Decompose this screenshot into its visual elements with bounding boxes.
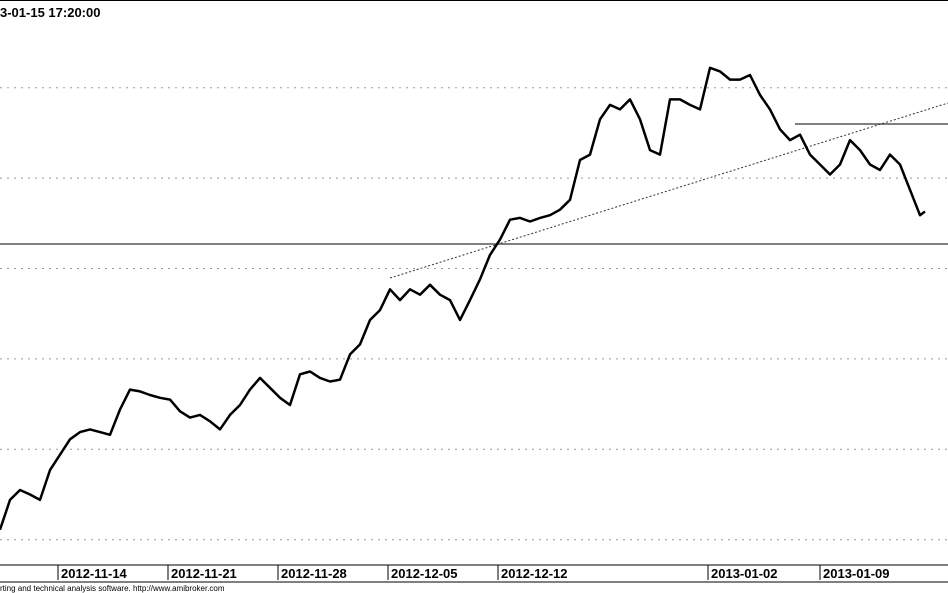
x-tick-label: 2012-12-12: [501, 566, 568, 581]
trend-line: [389, 102, 948, 279]
footer-text: rting and technical analysis software. h…: [0, 584, 225, 593]
x-tick-label: 2012-12-05: [391, 566, 458, 581]
x-tick-label: 2013-01-02: [711, 566, 778, 581]
chart-title: 3-01-15 17:20:00: [0, 5, 100, 20]
x-tick-label: 2012-11-21: [171, 566, 237, 581]
price-line: [0, 66, 926, 531]
x-tick-label: 2012-11-28: [281, 566, 347, 581]
x-tick-label: 2012-11-14: [61, 566, 128, 581]
x-tick-label: 2013-01-09: [823, 566, 890, 581]
